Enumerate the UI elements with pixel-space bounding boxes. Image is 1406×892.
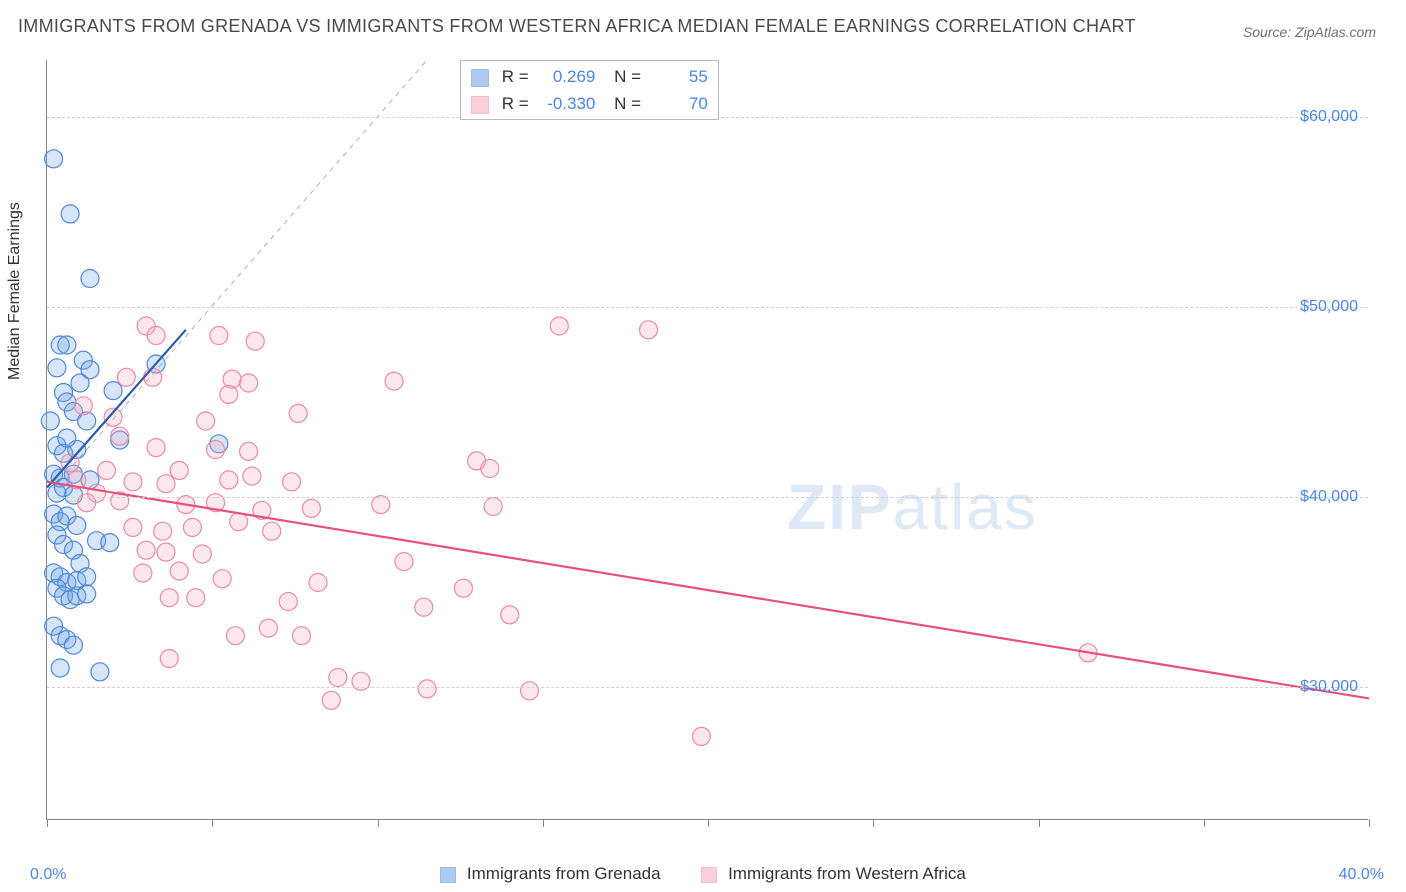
x-tick xyxy=(1039,819,1040,827)
n-value-1: 55 xyxy=(646,63,708,90)
chart-container: IMMIGRANTS FROM GRENADA VS IMMIGRANTS FR… xyxy=(0,0,1406,892)
legend-label-1: Immigrants from Grenada xyxy=(467,864,661,883)
n-value-2: 70 xyxy=(646,90,708,117)
x-tick xyxy=(47,819,48,827)
scatter-svg xyxy=(47,60,1368,819)
gridline-h xyxy=(47,687,1368,688)
bottom-legend: Immigrants from Grenada Immigrants from … xyxy=(0,863,1406,884)
legend-swatch-2 xyxy=(701,867,717,883)
y-tick-label: $40,000 xyxy=(1300,488,1358,506)
gridline-h xyxy=(47,307,1368,308)
r-label-2: R = xyxy=(502,94,534,113)
chart-title: IMMIGRANTS FROM GRENADA VS IMMIGRANTS FR… xyxy=(18,16,1136,37)
n-label-2: N = xyxy=(614,94,646,113)
source-attribution: Source: ZipAtlas.com xyxy=(1243,24,1376,40)
gridline-h xyxy=(47,497,1368,498)
y-axis-label: Median Female Earnings xyxy=(6,202,24,380)
x-tick xyxy=(1369,819,1370,827)
legend-swatch-1 xyxy=(440,867,456,883)
stats-legend-box: R = 0.269 N = 55 R = -0.330 N = 70 xyxy=(460,60,719,120)
legend-item-2: Immigrants from Western Africa xyxy=(701,864,965,884)
stats-row-1: R = 0.269 N = 55 xyxy=(471,63,708,90)
stats-swatch-1 xyxy=(471,69,489,87)
r-value-1: 0.269 xyxy=(533,63,595,90)
stats-swatch-2 xyxy=(471,96,489,114)
y-tick-label: $30,000 xyxy=(1300,678,1358,696)
x-tick xyxy=(212,819,213,827)
x-tick xyxy=(543,819,544,827)
legend-item-1: Immigrants from Grenada xyxy=(440,864,660,884)
r-label-1: R = xyxy=(502,67,534,86)
plot-area: ZIPatlas $30,000$40,000$50,000$60,000 xyxy=(46,60,1368,820)
stats-row-2: R = -0.330 N = 70 xyxy=(471,90,708,117)
y-tick-label: $60,000 xyxy=(1300,108,1358,126)
r-value-2: -0.330 xyxy=(533,90,595,117)
legend-label-2: Immigrants from Western Africa xyxy=(728,864,966,883)
x-tick xyxy=(1204,819,1205,827)
x-tick xyxy=(378,819,379,827)
n-label-1: N = xyxy=(614,67,646,86)
x-tick xyxy=(708,819,709,827)
x-tick xyxy=(873,819,874,827)
y-tick-label: $50,000 xyxy=(1300,298,1358,316)
